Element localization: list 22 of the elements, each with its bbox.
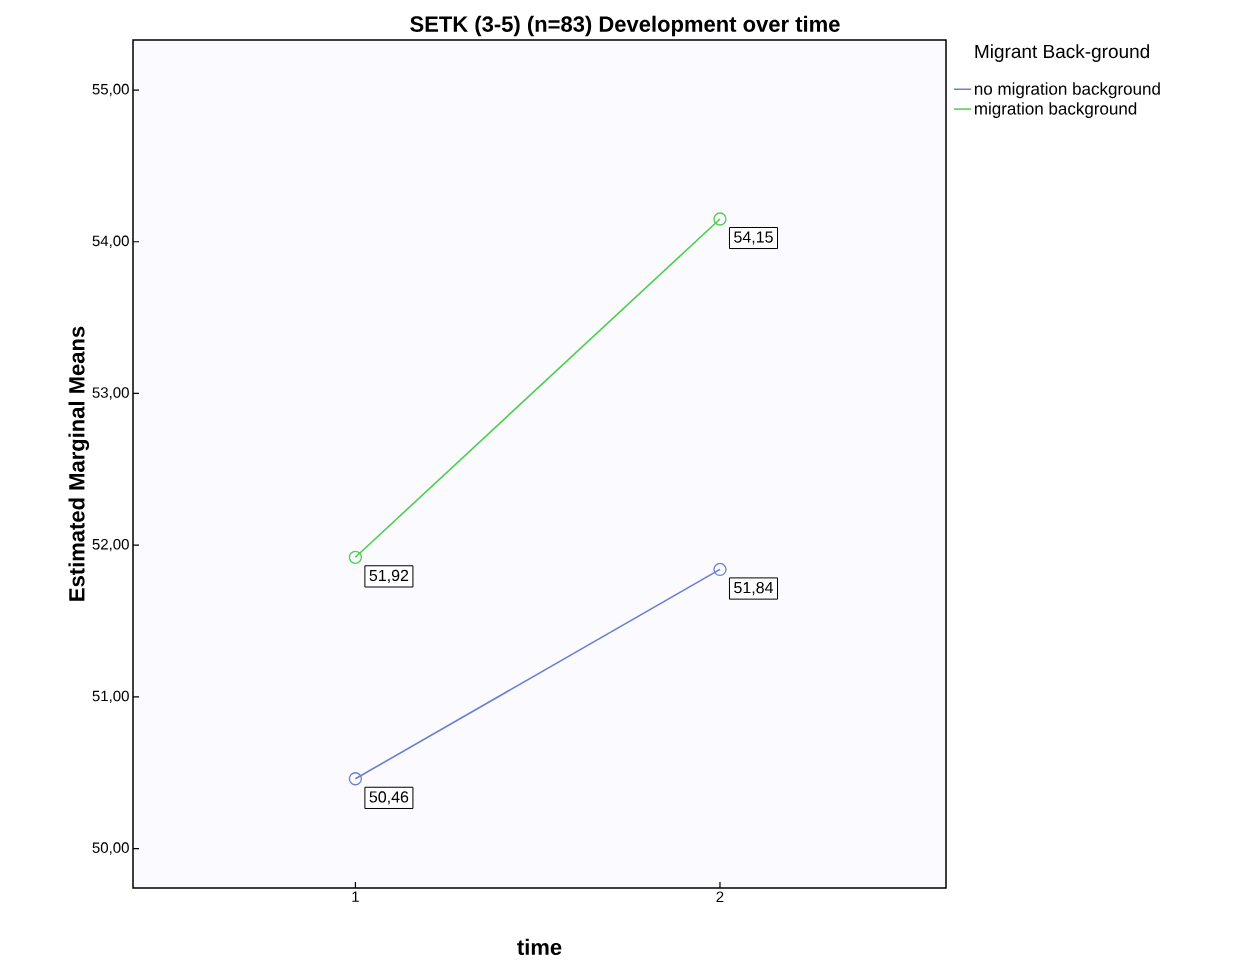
x-tick-label: 1 <box>352 891 359 902</box>
legend-label: no migration background <box>974 82 1160 99</box>
data-label: 51,84 <box>734 581 774 596</box>
data-label: 54,15 <box>734 231 773 245</box>
y-tick-label: 55,00 <box>92 83 129 97</box>
point <box>713 562 727 577</box>
x-tick-label: 2 <box>716 891 724 902</box>
point <box>348 550 363 564</box>
point <box>713 212 727 226</box>
legend-label: migration background <box>974 102 1137 119</box>
point <box>348 772 363 786</box>
chart-title: SETK (3-5) (n=83) Development over time <box>410 15 840 37</box>
x-axis-title: time <box>517 938 562 956</box>
y-axis-title: Estimated Marginal Means <box>68 326 90 601</box>
data-label: 51,92 <box>369 569 409 583</box>
y-tick-label: 53,00 <box>92 387 129 400</box>
data-label: 50,46 <box>369 791 409 805</box>
y-tick-label: 52,00 <box>92 538 129 552</box>
y-tick-label: 51,00 <box>92 690 129 704</box>
y-tick-label: 54,00 <box>92 235 129 248</box>
legend-title: Migrant Back-ground <box>975 44 1150 62</box>
y-tick-label: 50,00 <box>92 842 129 855</box>
